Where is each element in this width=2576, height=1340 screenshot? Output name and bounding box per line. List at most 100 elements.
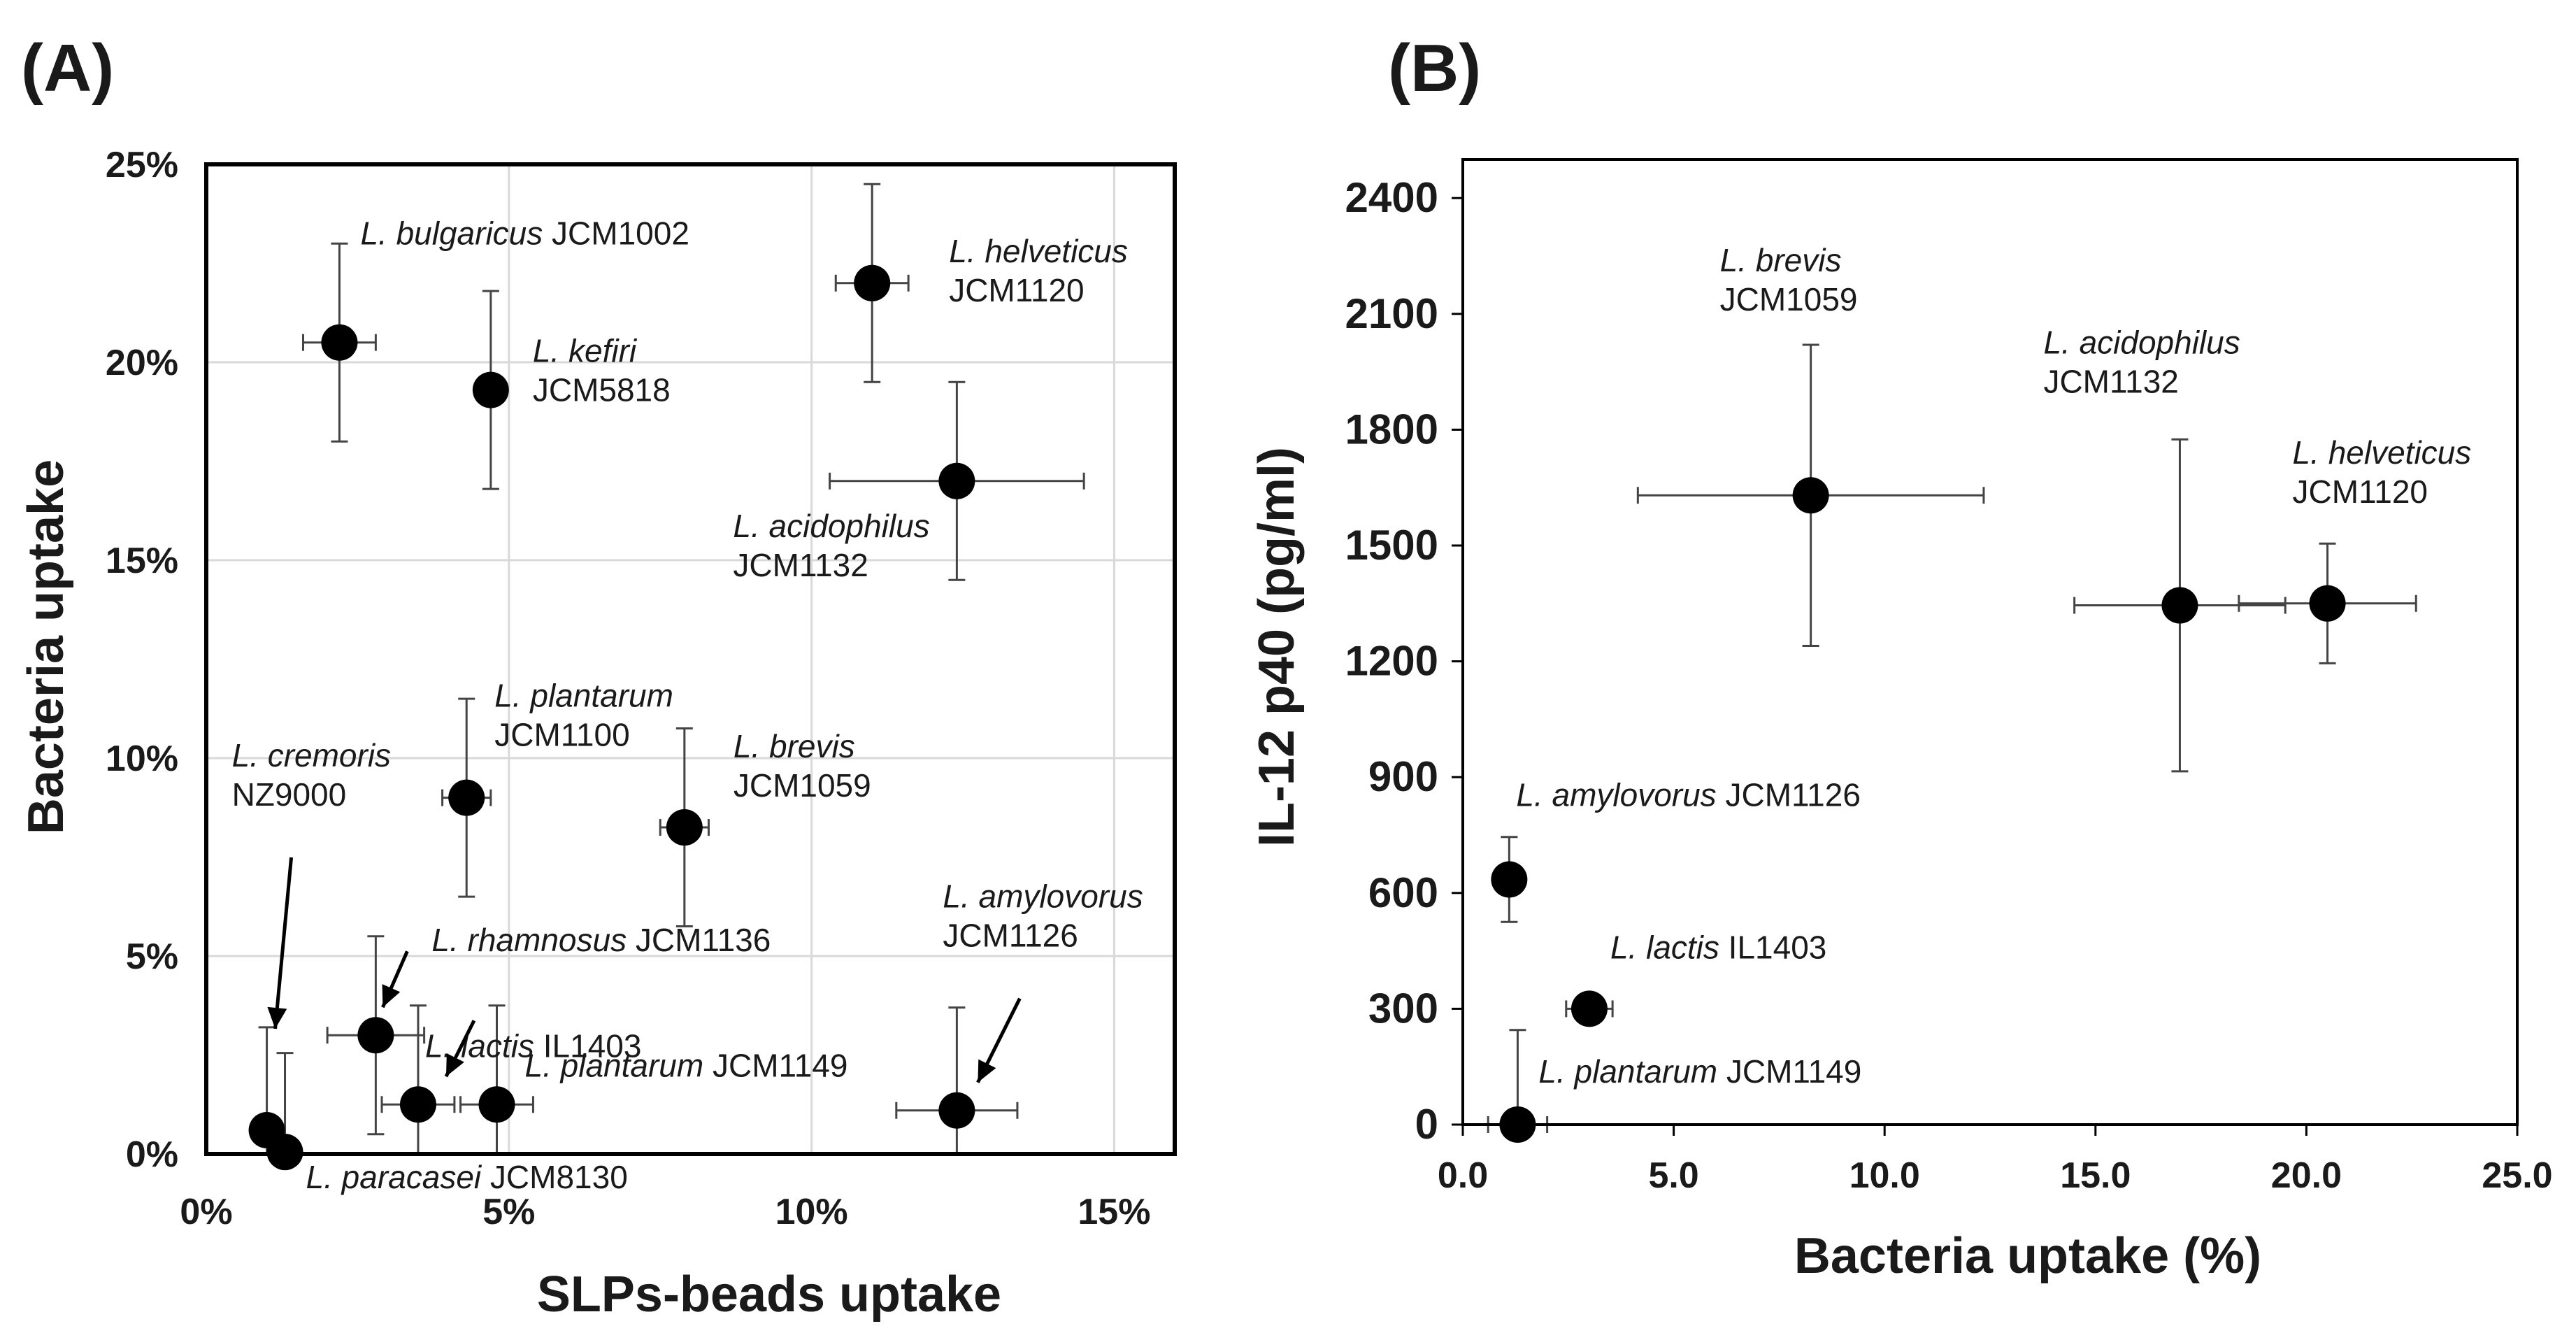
data-point-0: [321, 324, 358, 361]
y-tick-label: 1500: [1345, 522, 1438, 569]
data-point-4: [448, 779, 485, 816]
data-point-0: [1792, 477, 1829, 514]
point-label-5: L. brevis JCM1059: [734, 728, 871, 804]
point-label-species: L. brevis: [1720, 242, 1842, 278]
point-label-strain: IL1403: [534, 1027, 641, 1064]
arrow-head-1: [382, 984, 401, 1008]
point-label-3: L. amylovorus JCM1126: [1516, 776, 1861, 813]
point-label-7: L. rhamnosus JCM1136: [431, 922, 771, 958]
x-tick-label: 0.0: [1438, 1155, 1488, 1196]
panel-a-arrows: [267, 857, 1022, 1083]
data-point-3: [1491, 861, 1528, 898]
data-point-9: [478, 1086, 515, 1123]
x-tick-label: 15%: [1078, 1192, 1150, 1232]
point-label-10: L. amylovorus JCM1126: [943, 878, 1143, 954]
point-label-0: L. bulgaricus JCM1002: [360, 215, 689, 252]
point-label-strain: JCM1126: [1717, 776, 1861, 813]
panel-b-x-axis-label: Bacteria uptake (%): [1794, 1228, 2261, 1284]
point-label-species: L. kefiri: [533, 333, 638, 369]
point-label-2: L. helveticus JCM1120: [949, 233, 1128, 308]
point-label-4: L. lactis IL1403: [1610, 929, 1826, 965]
point-label-strain: JCM1149: [1717, 1053, 1861, 1090]
point-label-11: L. paracasei JCM8130: [306, 1159, 628, 1195]
point-label-species: L. amylovorus: [943, 878, 1143, 915]
point-label-species: L. helveticus: [949, 233, 1128, 269]
point-label-species: L. plantarum: [525, 1047, 704, 1083]
panel-a-plot-frame: [204, 162, 1177, 1156]
data-point-2: [2309, 585, 2346, 622]
x-tick-label: 20.0: [2271, 1155, 2342, 1196]
y-tick-label: 15%: [106, 541, 178, 581]
arrow-line-0: [273, 857, 294, 1029]
point-label-1: L. kefiri JCM5818: [533, 333, 671, 408]
data-point-8: [399, 1086, 436, 1123]
point-label-6: L. cremoris NZ9000: [232, 737, 391, 813]
panel-b-tick-labels: 0.0 5.0 10.0 15.0 20.0 25.0 0 300 600 900 1200 1500…: [1345, 174, 2553, 1196]
y-tick-label: 10%: [106, 739, 178, 779]
point-label-2: L. helveticus JCM1120: [2293, 434, 2472, 510]
point-label-species: L. brevis: [734, 728, 855, 764]
point-label-species: L. lactis: [425, 1027, 534, 1064]
point-label-species: L. acidophilus: [2043, 325, 2240, 361]
data-point-1: [2161, 587, 2198, 624]
data-point-3: [938, 462, 975, 499]
point-label-strain: JCM1132: [733, 547, 868, 583]
point-label-species: L. plantarum: [494, 678, 673, 714]
y-tick-label: 1200: [1345, 638, 1438, 685]
x-tick-label: 0%: [180, 1192, 232, 1232]
point-label-strain: JCM1100: [494, 717, 629, 753]
panel-a-x-axis-label: SLPs-beads uptake: [537, 1267, 1001, 1323]
point-label-strain: JCM1132: [2043, 364, 2178, 400]
point-label-9: L. plantarum JCM1149: [525, 1047, 848, 1083]
point-label-species: L. bulgaricus: [360, 215, 543, 252]
chart-panel-a: (A) 0% 5% 10% 15% 0% 5% 10% 15% 20% 25% L. bulgar…: [18, 31, 1177, 1323]
point-label-species: L. paracasei: [306, 1159, 482, 1195]
point-label-4: L. plantarum JCM1100: [494, 678, 673, 753]
data-point-4: [1570, 990, 1608, 1027]
panel-a-letter: (A): [21, 31, 114, 106]
point-label-species: L. acidophilus: [733, 508, 929, 544]
y-tick-label: 600: [1368, 869, 1438, 916]
point-label-8: L. lactis IL1403: [425, 1027, 641, 1064]
panel-a-error-bars: [258, 183, 1085, 1155]
arrow-head-3: [978, 1059, 996, 1083]
point-label-strain: NZ9000: [232, 776, 347, 813]
data-point-7: [357, 1017, 394, 1054]
y-tick-label: 900: [1368, 753, 1438, 800]
point-label-strain: IL1403: [1719, 929, 1826, 965]
point-label-strain: JCM1059: [1720, 281, 1858, 318]
data-point-2: [854, 264, 891, 301]
panel-b-y-axis-label: IL-12 p40 (pg/ml): [1249, 447, 1305, 847]
y-tick-label: 300: [1368, 985, 1438, 1032]
x-tick-label: 25.0: [2482, 1155, 2552, 1196]
y-tick-label: 2400: [1345, 174, 1438, 221]
data-point-1: [472, 371, 509, 408]
point-label-3: L. acidophilus JCM1132: [733, 508, 929, 583]
point-label-strain: JCM1120: [949, 272, 1084, 308]
panel-a-tick-labels: 0% 5% 10% 15% 0% 5% 10% 15% 20% 25%: [106, 145, 1151, 1232]
panel-b-error-bars: [1487, 343, 2417, 1133]
arrow-head-2: [445, 1053, 464, 1077]
x-tick-label: 10.0: [1849, 1155, 1920, 1196]
point-label-strain: JCM5818: [533, 372, 671, 408]
x-tick-label: 15.0: [2060, 1155, 2131, 1196]
point-label-strain: JCM1136: [627, 922, 771, 958]
y-tick-label: 0%: [126, 1134, 178, 1175]
panel-b-plot-frame: [1461, 158, 2519, 1126]
point-label-species: L. helveticus: [2293, 434, 2472, 471]
x-tick-label: 10%: [775, 1192, 848, 1232]
panel-b-data-points: [1491, 477, 2346, 1143]
chart-panel-b: (B) 0.0 5.0 10.0 15.0 20.0 25.0 0 300 600 900 1200…: [1249, 31, 2553, 1284]
y-tick-label: 20%: [106, 343, 178, 383]
y-tick-label: 1800: [1345, 406, 1438, 452]
panel-b-letter: (B): [1388, 31, 1481, 106]
panel-a-y-axis-label: Bacteria uptake: [18, 459, 74, 834]
point-label-1: L. acidophilus JCM1132: [2043, 325, 2240, 400]
point-label-species: L. amylovorus: [1516, 776, 1716, 813]
point-label-0: L. brevis JCM1059: [1720, 242, 1858, 318]
data-point-10: [938, 1092, 975, 1129]
point-label-strain: JCM1120: [2293, 473, 2428, 510]
